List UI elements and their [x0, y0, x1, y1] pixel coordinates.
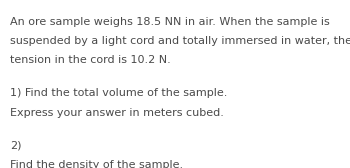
- Text: 2): 2): [10, 140, 22, 150]
- Text: tension in the cord is 10.2 N.: tension in the cord is 10.2 N.: [10, 55, 171, 66]
- Text: Express your answer in meters cubed.: Express your answer in meters cubed.: [10, 108, 224, 118]
- Text: Find the density of the sample.: Find the density of the sample.: [10, 160, 184, 168]
- Text: 1) Find the total volume of the sample.: 1) Find the total volume of the sample.: [10, 88, 228, 98]
- Text: An ore sample weighs 18.5 NN in air. When the sample is: An ore sample weighs 18.5 NN in air. Whe…: [10, 17, 330, 27]
- Text: suspended by a light cord and totally immersed in water, the: suspended by a light cord and totally im…: [10, 36, 350, 46]
